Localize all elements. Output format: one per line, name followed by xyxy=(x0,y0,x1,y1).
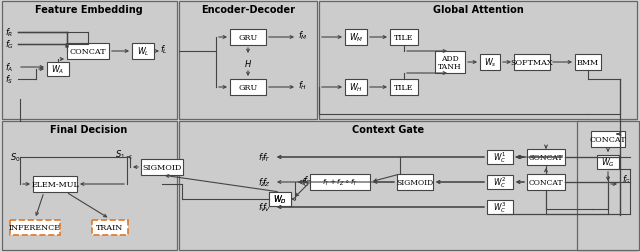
Bar xyxy=(345,30,367,46)
Text: $W_D$: $W_D$ xyxy=(273,193,287,205)
Text: $W_A$: $W_A$ xyxy=(51,64,65,76)
Text: $W_L$: $W_L$ xyxy=(137,46,149,58)
Text: SIGMOID: SIGMOID xyxy=(142,163,182,171)
Bar xyxy=(487,175,513,189)
Bar xyxy=(269,192,291,206)
Text: $f_C$: $f_C$ xyxy=(301,176,310,188)
Bar xyxy=(47,63,69,77)
Text: $W_s$: $W_s$ xyxy=(484,56,497,69)
Text: GRU: GRU xyxy=(238,34,258,42)
Bar xyxy=(435,52,465,74)
Text: $f_H$: $f_H$ xyxy=(298,79,307,92)
Bar xyxy=(33,176,77,192)
Text: INFERENCE: INFERENCE xyxy=(9,223,61,231)
Text: TILE: TILE xyxy=(394,34,413,42)
Bar xyxy=(230,80,266,96)
Bar xyxy=(345,80,367,96)
Bar xyxy=(92,220,128,235)
Text: Context Gate: Context Gate xyxy=(352,124,424,135)
Bar xyxy=(67,44,109,60)
Text: $W_C^2$: $W_C^2$ xyxy=(493,175,507,190)
Text: $W_M$: $W_M$ xyxy=(349,32,364,44)
Text: $f_C$: $f_C$ xyxy=(303,174,312,186)
Text: Feature Embedding: Feature Embedding xyxy=(35,5,143,15)
Text: Final Decision: Final Decision xyxy=(51,124,127,135)
Bar xyxy=(514,55,550,71)
Text: $W_C^3$: $W_C^3$ xyxy=(493,200,507,215)
Text: CONCAT: CONCAT xyxy=(529,178,563,186)
Text: $W_H$: $W_H$ xyxy=(349,81,363,94)
Text: $f_Z$: $f_Z$ xyxy=(258,176,267,188)
Text: ELEM-MUL: ELEM-MUL xyxy=(31,180,79,188)
Text: GRU: GRU xyxy=(238,84,258,92)
Text: Global Attention: Global Attention xyxy=(433,5,524,15)
Bar xyxy=(10,220,60,235)
Bar xyxy=(132,44,154,60)
Text: CONCAT: CONCAT xyxy=(529,153,563,161)
Bar xyxy=(527,149,565,165)
Bar xyxy=(141,159,183,175)
Text: $f_M$: $f_M$ xyxy=(298,30,308,42)
Text: Encoder-Decoder: Encoder-Decoder xyxy=(201,5,295,15)
Bar xyxy=(487,200,513,214)
Text: SIGMOID: SIGMOID xyxy=(396,178,434,186)
Text: TILE: TILE xyxy=(394,84,413,92)
Bar xyxy=(310,174,370,190)
Bar xyxy=(597,155,619,169)
Bar xyxy=(487,150,513,164)
Bar xyxy=(2,2,177,119)
Bar xyxy=(390,80,418,96)
Bar xyxy=(319,2,637,119)
Bar xyxy=(575,55,601,71)
Text: $W_D$: $W_D$ xyxy=(273,193,287,205)
Bar xyxy=(397,174,433,190)
Text: $S_0$: $S_0$ xyxy=(10,151,20,164)
Text: $f_V$: $f_V$ xyxy=(262,201,271,213)
Text: ADD
TANH: ADD TANH xyxy=(438,54,462,71)
Bar xyxy=(390,30,418,46)
Text: $f_Z$: $f_Z$ xyxy=(262,176,271,188)
Text: $W_C^1$: $W_C^1$ xyxy=(493,150,507,165)
Bar xyxy=(577,121,639,250)
Text: SOFTMAX: SOFTMAX xyxy=(511,59,554,67)
Bar xyxy=(591,132,625,147)
Text: $f_T$: $f_T$ xyxy=(258,151,267,164)
Text: $S_1$: $S_1$ xyxy=(115,148,125,161)
Text: CONCAT: CONCAT xyxy=(589,136,627,143)
Bar xyxy=(2,121,177,250)
Text: $W_G$: $W_G$ xyxy=(601,156,615,169)
Text: $f_T$: $f_T$ xyxy=(262,151,271,164)
Text: $f_G$: $f_G$ xyxy=(5,39,14,51)
Text: $f_A$: $f_A$ xyxy=(5,61,13,74)
Bar xyxy=(230,30,266,46)
Text: BMM: BMM xyxy=(577,59,599,67)
Bar xyxy=(179,2,317,119)
Text: $f_S$: $f_S$ xyxy=(5,74,13,86)
Bar xyxy=(480,55,500,71)
Text: $H$: $H$ xyxy=(244,57,252,68)
Bar xyxy=(527,174,565,190)
Text: $f_L$: $f_L$ xyxy=(160,44,168,56)
Bar xyxy=(269,192,291,206)
Text: TRAIN: TRAIN xyxy=(97,223,124,231)
Text: $f_T + f_Z \circ f_T$: $f_T + f_Z \circ f_T$ xyxy=(322,177,358,187)
Text: $f_V$: $f_V$ xyxy=(258,201,268,213)
Text: $f_G$: $f_G$ xyxy=(622,173,631,185)
Text: CONCAT: CONCAT xyxy=(70,48,106,56)
Bar xyxy=(179,121,637,250)
Text: $f_R$: $f_R$ xyxy=(5,27,13,39)
